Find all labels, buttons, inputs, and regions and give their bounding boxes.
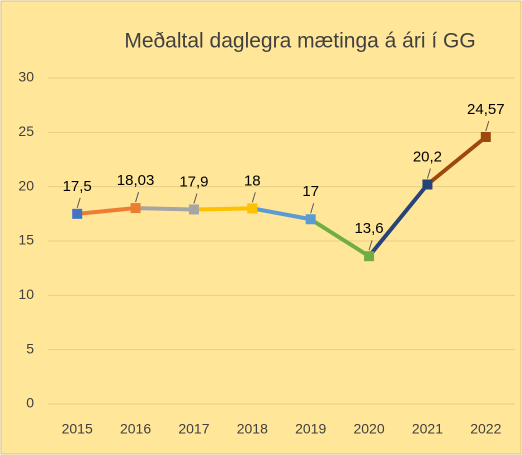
line-segment	[75, 206, 138, 216]
y-tick-label: 25	[18, 123, 34, 139]
leader-line	[310, 203, 315, 214]
marker	[72, 208, 83, 219]
data-label: 18	[244, 172, 261, 189]
x-tick-label: 2018	[237, 421, 268, 437]
chart-title: Meðaltal daglegra mætinga á ári í GG	[124, 30, 475, 53]
marker	[130, 203, 141, 214]
marker	[305, 214, 316, 225]
line-segment	[191, 206, 255, 212]
data-label: 20,2	[413, 148, 442, 165]
data-label: 13,6	[354, 220, 383, 237]
x-tick-label: 2020	[353, 421, 384, 437]
marker	[364, 251, 375, 262]
leader-line	[135, 191, 140, 203]
x-tick-label: 2021	[412, 421, 443, 437]
leader-line	[368, 240, 373, 251]
line-segment	[308, 217, 372, 259]
data-label: 17,9	[179, 173, 208, 190]
leader-line	[76, 197, 81, 208]
y-tick-label: 0	[26, 395, 34, 411]
x-tick-label: 2017	[178, 421, 209, 437]
data-label: 17	[302, 183, 319, 200]
marker	[480, 132, 491, 143]
leader-line	[485, 120, 490, 132]
data-label: 17,5	[63, 178, 92, 195]
line-segment	[425, 135, 488, 187]
leader-line	[426, 168, 431, 179]
leader-line	[251, 192, 256, 203]
leader-line	[193, 193, 198, 204]
data-label: 24,57	[467, 101, 505, 118]
y-tick-label: 20	[18, 177, 34, 193]
marker	[188, 204, 199, 215]
x-tick-label: 2016	[120, 421, 151, 437]
marker	[422, 179, 433, 190]
x-tick-label: 2019	[295, 421, 326, 437]
line-segment	[367, 182, 430, 259]
y-tick-label: 30	[18, 69, 34, 85]
y-tick-label: 15	[18, 232, 34, 248]
x-tick-label: 2022	[470, 421, 501, 437]
x-tick-label: 2015	[62, 421, 93, 437]
y-tick-label: 10	[18, 286, 34, 302]
marker	[247, 203, 258, 214]
data-label: 18,03	[117, 172, 155, 189]
line-segment	[133, 206, 196, 212]
line-segment	[250, 206, 313, 222]
y-tick-label: 5	[26, 340, 34, 356]
